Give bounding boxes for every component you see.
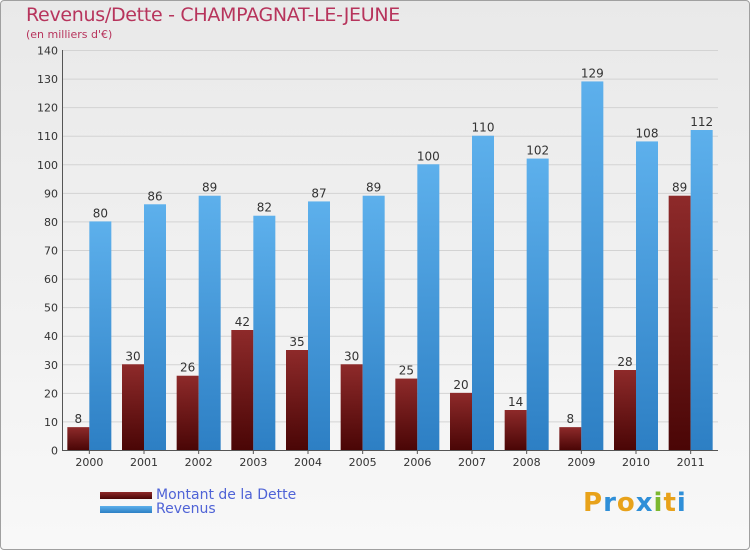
y-tick-label: 60: [44, 273, 58, 286]
bar-dette: [668, 195, 691, 450]
y-tick-label: 80: [44, 216, 58, 229]
y-tick-label: 0: [51, 445, 58, 458]
data-label: 89: [366, 181, 381, 195]
chart-subtitle: (en milliers d'€): [26, 28, 113, 41]
grid-layer: [62, 50, 718, 451]
data-label: 87: [311, 186, 326, 200]
data-label: 100: [417, 149, 440, 163]
logo-letter: x: [635, 488, 654, 518]
x-tick-label: 2002: [185, 456, 213, 469]
data-label: 129: [581, 66, 604, 80]
x-tick-label: 2008: [513, 456, 541, 469]
bar-dette: [176, 375, 199, 450]
y-tick-label: 120: [37, 102, 58, 115]
data-label: 108: [636, 126, 659, 140]
data-label: 112: [690, 115, 713, 129]
data-label: 30: [344, 349, 359, 363]
y-tick-label: 20: [44, 387, 58, 400]
bar-dette: [395, 378, 418, 450]
legend-label-debt: Montant de la Dette: [156, 487, 297, 503]
logo-letter: o: [616, 488, 636, 518]
logo-letter: P: [583, 488, 604, 518]
data-label: 20: [453, 378, 468, 392]
data-label: 30: [125, 349, 140, 363]
bar-dette: [614, 370, 636, 450]
bar-revenus: [526, 158, 549, 451]
bar-revenus: [144, 204, 166, 450]
data-label: 102: [526, 144, 549, 158]
logo-letter: i: [676, 488, 687, 518]
chart-title: Revenus/Dette - CHAMPAGNAT-LE-JEUNE: [26, 4, 400, 26]
bar-revenus: [362, 195, 385, 450]
bar-revenus: [581, 81, 604, 450]
bars-layer: [67, 81, 713, 451]
labels-layer: 8 80 30 86 26 89 42 82 35 87 30 89 25 100 20 110 14 102 8 1…: [75, 66, 714, 426]
bar-revenus: [89, 221, 112, 450]
data-label: 80: [93, 206, 108, 220]
bar-dette: [231, 330, 254, 450]
x-tick-label: 2010: [622, 456, 650, 469]
legend-swatch-revenus: [100, 505, 152, 513]
legend-swatch-debt: [100, 491, 152, 499]
y-tick-label: 10: [44, 416, 58, 429]
bar-dette: [340, 364, 363, 450]
x-tick-label: 2001: [130, 456, 158, 469]
y-tick-label: 70: [44, 245, 58, 258]
legend-item-debt: Montant de la Dette: [100, 487, 296, 503]
data-label: 25: [399, 364, 414, 378]
bar-revenus: [253, 215, 276, 450]
data-label: 8: [75, 412, 83, 426]
data-label: 14: [508, 395, 523, 409]
proxiti-logo: Proxiti: [583, 488, 687, 518]
data-label: 28: [617, 355, 632, 369]
y-tick-label: 30: [44, 359, 58, 372]
logo-letter: r: [603, 488, 617, 518]
bar-dette: [504, 410, 527, 450]
data-label: 42: [235, 315, 250, 329]
y-tick-label: 100: [37, 159, 58, 172]
y-tick-label: 40: [44, 330, 58, 343]
x-tick-label: 2011: [677, 456, 705, 469]
y-tick-label: 90: [44, 187, 58, 200]
bar-dette: [559, 427, 582, 450]
x-tick-label: 2004: [294, 456, 322, 469]
data-label: 26: [180, 361, 195, 375]
bar-revenus: [198, 195, 221, 450]
x-tick-label: 2009: [567, 456, 595, 469]
x-tick-label: 2005: [349, 456, 377, 469]
logo-letter: i: [653, 488, 664, 518]
x-tick-label: 2003: [239, 456, 267, 469]
x-tick-label: 2007: [458, 456, 486, 469]
bar-revenus: [472, 135, 494, 450]
x-tick-label: 2006: [403, 456, 431, 469]
logo-letter: t: [663, 488, 677, 518]
y-tick-label: 110: [37, 130, 58, 143]
bar-revenus: [308, 201, 330, 450]
bar-dette: [122, 364, 144, 450]
bar-revenus: [690, 130, 713, 450]
y-tick-label: 130: [37, 73, 58, 86]
data-label: 110: [472, 121, 495, 135]
y-tick-label: 140: [37, 45, 58, 58]
bar-dette: [450, 392, 472, 450]
data-label: 82: [257, 201, 272, 215]
legend-label-revenus: Revenus: [156, 501, 216, 517]
bar-dette: [286, 350, 308, 450]
bar-dette: [67, 427, 90, 450]
data-label: 89: [672, 181, 687, 195]
x-tick-label: 2000: [75, 456, 103, 469]
bar-revenus: [417, 164, 440, 451]
bar-revenus: [636, 141, 658, 450]
data-label: 86: [147, 189, 162, 203]
y-tick-label: 50: [44, 302, 58, 315]
data-label: 89: [202, 181, 217, 195]
data-label: 8: [567, 412, 575, 426]
legend-item-revenus: Revenus: [100, 501, 216, 517]
data-label: 35: [289, 335, 304, 349]
axis-layer: 0 10 20 30 40 50 60 70 80 90 100 110 120 130 140 2000 20…: [37, 45, 718, 469]
